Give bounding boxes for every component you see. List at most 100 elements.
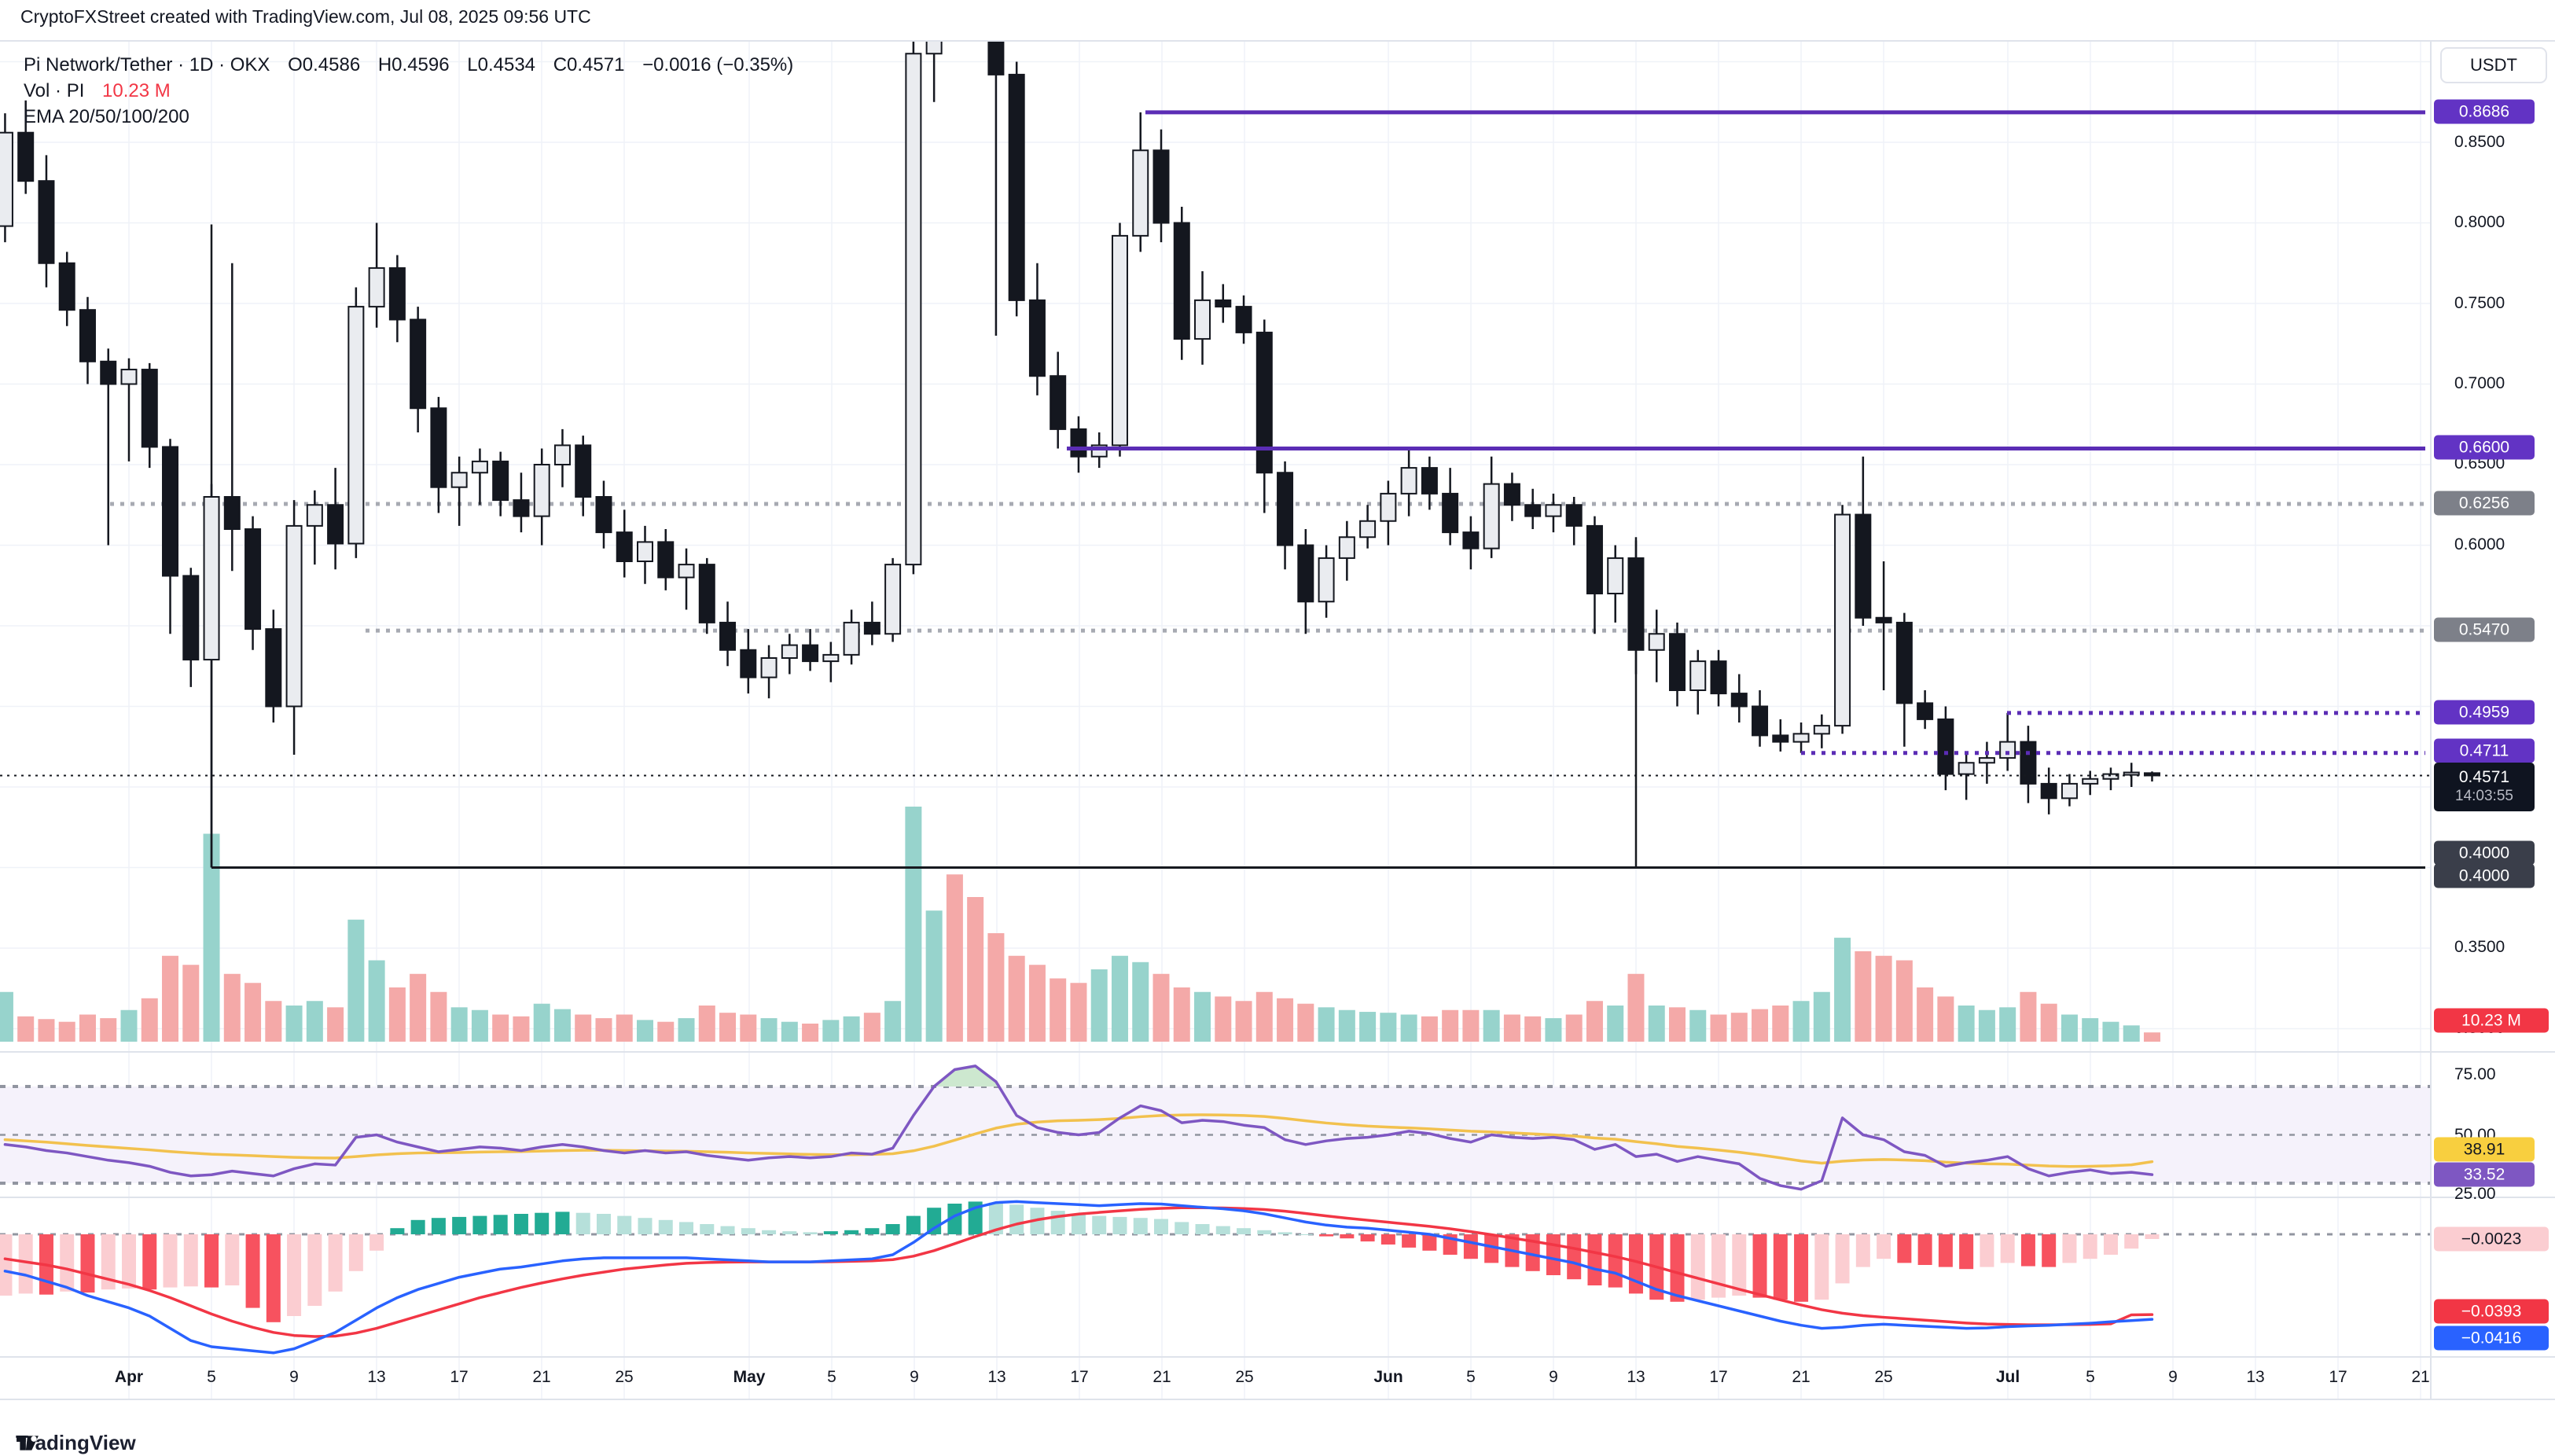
candle[interactable] [1277,472,1294,546]
time-tick-apr[interactable]: Apr [114,1368,144,1386]
volume-bar[interactable] [678,1018,695,1042]
macd-histogram-bar[interactable] [60,1234,75,1292]
volume-bar[interactable] [1958,1006,1975,1042]
macd-histogram-bar[interactable] [1360,1234,1375,1242]
volume-bar[interactable] [327,1007,344,1042]
time-tick-jun[interactable]: Jun [1373,1368,1403,1386]
ema-legend-row[interactable]: EMA 20/50/100/200 [24,104,806,130]
macd-histogram-bar[interactable] [101,1234,116,1290]
volume-bar[interactable] [79,1014,96,1042]
candle[interactable] [388,267,406,321]
time-tick-jul[interactable]: Jul [1995,1368,2020,1386]
macd-histogram-bar[interactable] [2124,1234,2139,1249]
macd-histogram-bar[interactable] [638,1218,653,1234]
volume-bar[interactable] [1772,1006,1789,1042]
volume-bar[interactable] [1090,969,1108,1042]
macd-histogram-bar[interactable] [1897,1234,1912,1263]
candle[interactable] [1503,483,1520,506]
candle[interactable] [1586,524,1603,595]
macd-histogram-bar[interactable] [266,1234,281,1322]
macd-histogram-bar[interactable] [1319,1234,1334,1237]
candle[interactable] [575,444,592,498]
macd-histogram-bar[interactable] [493,1215,508,1234]
candle[interactable] [2040,782,2057,800]
time-tick-5[interactable]: 5 [827,1368,836,1386]
time-tick-5[interactable]: 5 [1466,1368,1476,1386]
volume-bar[interactable] [141,998,158,1042]
macd-histogram-bar[interactable] [287,1234,302,1316]
macd-histogram-bar[interactable] [204,1234,219,1288]
volume-bar[interactable] [698,1006,715,1042]
volume-bar[interactable] [1153,973,1170,1042]
time-tick-25[interactable]: 25 [1235,1368,1254,1386]
volume-bar[interactable] [781,1021,798,1042]
candle[interactable] [1937,718,1954,775]
candle[interactable] [223,496,241,530]
volume-bar[interactable] [2040,1003,2057,1042]
macd-histogram-bar[interactable] [1959,1234,1974,1270]
candle[interactable] [1710,660,1727,695]
volume-bar[interactable] [1028,965,1046,1042]
candle[interactable] [141,369,158,448]
volume-bar[interactable] [162,955,179,1042]
candle[interactable] [1318,557,1335,603]
candle[interactable] [637,541,653,563]
volume-bar[interactable] [1607,1006,1624,1042]
macd-histogram-bar[interactable] [245,1234,260,1308]
macd-histogram-bar[interactable] [1587,1234,1602,1285]
macd-histogram-bar[interactable] [823,1231,838,1234]
candle[interactable] [244,528,262,631]
candle[interactable] [1565,504,1583,527]
macd-histogram-bar[interactable] [1484,1234,1499,1263]
candle[interactable] [2082,778,2099,785]
candle[interactable] [203,496,220,661]
candle[interactable] [368,267,385,308]
volume-bar[interactable] [1070,983,1087,1042]
volume-bar[interactable] [967,897,984,1042]
volume-bar[interactable] [1627,973,1645,1042]
volume-bar[interactable] [410,973,427,1042]
macd-histogram-bar[interactable] [513,1214,528,1234]
volume-bar[interactable] [244,983,262,1042]
time-tick-9[interactable]: 9 [289,1368,299,1386]
macd-histogram-bar[interactable] [947,1204,962,1234]
macd-histogram-bar[interactable] [328,1234,343,1292]
time-tick-may[interactable]: May [733,1368,766,1386]
volume-bar[interactable] [1442,1009,1459,1042]
candle[interactable] [1462,531,1480,550]
volume-bar[interactable] [1710,1014,1727,1042]
volume-bar[interactable] [471,1009,488,1042]
candle[interactable] [1400,467,1417,495]
candle[interactable] [678,564,695,579]
candle[interactable] [38,180,55,264]
volume-bar[interactable] [430,991,447,1042]
time-tick-21[interactable]: 21 [1792,1368,1811,1386]
macd-histogram-bar[interactable] [1215,1226,1230,1234]
macd-histogram-bar[interactable] [535,1212,550,1234]
candle[interactable] [1483,483,1500,550]
candle[interactable] [1153,149,1170,224]
candle[interactable] [120,369,138,385]
candle[interactable] [1999,741,2016,759]
macd-histogram-bar[interactable] [1794,1234,1809,1302]
macd-histogram-bar[interactable] [1422,1234,1437,1251]
macd-histogram-bar[interactable] [183,1234,198,1287]
macd-histogram-bar[interactable] [452,1216,467,1234]
price-axis-badge-38.91[interactable]: 38.91 [2434,1137,2535,1162]
macd-histogram-bar[interactable] [1546,1234,1561,1275]
volume-bar[interactable] [17,1016,35,1042]
macd-histogram-bar[interactable] [1732,1234,1747,1296]
macd-histogram-bar[interactable] [844,1230,859,1234]
macd-histogram-bar[interactable] [1278,1232,1292,1234]
volume-bar[interactable] [388,987,406,1042]
volume-bar[interactable] [740,1014,757,1042]
candle[interactable] [884,564,902,635]
volume-bar[interactable] [450,1007,468,1042]
candle[interactable] [1442,492,1459,534]
volume-bar[interactable] [1462,1009,1480,1042]
price-axis-badge-0.6256[interactable]: 0.6256 [2434,491,2535,516]
macd-histogram-bar[interactable] [1835,1234,1850,1284]
macd-histogram-bar[interactable] [410,1219,425,1234]
macd-histogram-bar[interactable] [2062,1234,2077,1263]
